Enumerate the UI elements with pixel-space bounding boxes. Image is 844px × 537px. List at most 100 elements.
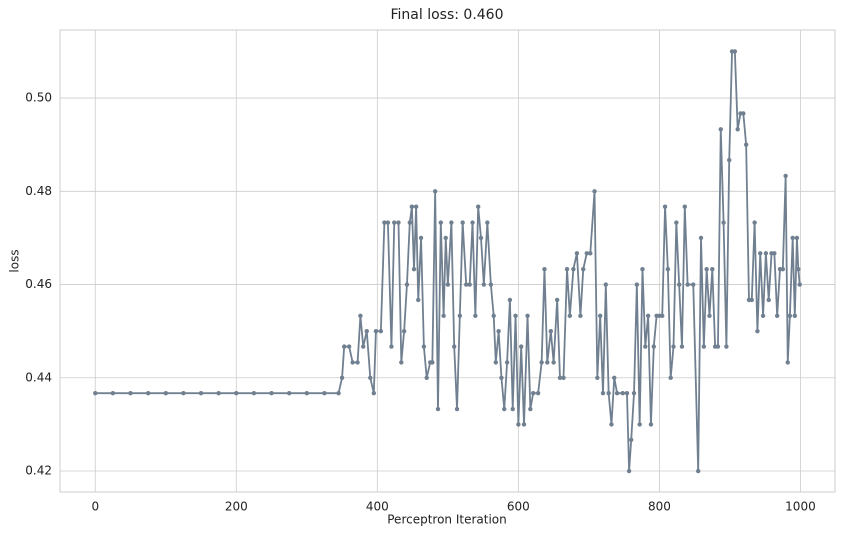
point	[551, 360, 556, 365]
point	[631, 390, 637, 396]
point	[548, 328, 554, 334]
point	[432, 189, 438, 194]
point	[488, 282, 494, 287]
point	[727, 157, 732, 163]
y-tick-label: 0.48	[25, 184, 52, 198]
point	[578, 313, 583, 318]
point	[732, 49, 738, 54]
point	[463, 282, 469, 287]
point	[269, 390, 274, 396]
point	[93, 390, 98, 396]
point	[581, 266, 586, 272]
point	[389, 344, 394, 349]
point	[341, 344, 347, 349]
point	[772, 251, 777, 256]
point	[286, 390, 292, 396]
point	[518, 344, 524, 349]
point	[339, 375, 345, 380]
point	[651, 344, 656, 349]
point	[707, 313, 712, 318]
point	[758, 251, 763, 256]
point	[528, 406, 533, 412]
point	[766, 297, 771, 303]
point	[128, 390, 133, 396]
point	[418, 235, 424, 241]
point	[679, 344, 685, 349]
point	[438, 220, 444, 225]
point	[743, 142, 749, 147]
point	[435, 406, 441, 412]
point	[382, 220, 387, 225]
point	[413, 204, 419, 209]
point	[620, 390, 625, 396]
point	[790, 235, 795, 241]
point	[629, 437, 634, 442]
point	[507, 297, 513, 303]
point	[401, 328, 407, 334]
point	[794, 235, 800, 241]
y-tick-label: 0.50	[25, 91, 52, 105]
point	[588, 251, 593, 256]
point	[634, 282, 640, 287]
point	[449, 220, 454, 225]
point	[671, 344, 676, 349]
point	[502, 406, 507, 412]
point	[752, 220, 757, 225]
point	[645, 313, 651, 318]
point	[525, 313, 530, 318]
y-axis-label: loss	[8, 249, 22, 272]
point	[467, 282, 472, 287]
point	[783, 173, 788, 179]
point	[485, 220, 490, 225]
y-tick-label: 0.44	[25, 370, 52, 384]
point	[760, 313, 766, 318]
point	[567, 313, 573, 318]
point	[336, 390, 341, 396]
point	[609, 422, 614, 427]
point	[648, 422, 654, 427]
point	[695, 468, 701, 474]
point	[445, 282, 451, 287]
point	[481, 282, 487, 287]
point	[674, 220, 679, 225]
point	[346, 344, 352, 349]
x-tick-label: 400	[366, 500, 389, 514]
point	[392, 220, 397, 225]
point	[416, 297, 421, 303]
point	[251, 390, 257, 396]
point	[491, 313, 496, 318]
point	[592, 189, 597, 194]
point	[530, 390, 536, 396]
point	[571, 266, 576, 272]
point	[797, 282, 802, 287]
point	[411, 266, 417, 272]
point	[404, 282, 410, 287]
point	[373, 328, 379, 334]
point	[516, 422, 521, 427]
point	[424, 375, 429, 380]
point	[701, 344, 707, 349]
point	[441, 313, 446, 318]
point	[698, 235, 704, 241]
point	[626, 468, 632, 474]
point	[493, 360, 499, 365]
point	[457, 313, 463, 318]
point	[499, 375, 504, 380]
point	[643, 344, 648, 349]
point	[510, 406, 515, 412]
point	[361, 344, 366, 349]
point	[741, 111, 746, 116]
point	[662, 204, 668, 209]
point	[371, 390, 377, 396]
x-tick-label: 800	[648, 500, 671, 514]
point	[614, 390, 620, 396]
point	[755, 328, 760, 334]
point	[234, 390, 239, 396]
point	[603, 282, 609, 287]
point	[606, 390, 611, 396]
point	[454, 406, 460, 412]
point	[475, 204, 481, 209]
x-tick-label: 200	[225, 500, 248, 514]
point	[785, 360, 790, 365]
point	[396, 220, 401, 225]
